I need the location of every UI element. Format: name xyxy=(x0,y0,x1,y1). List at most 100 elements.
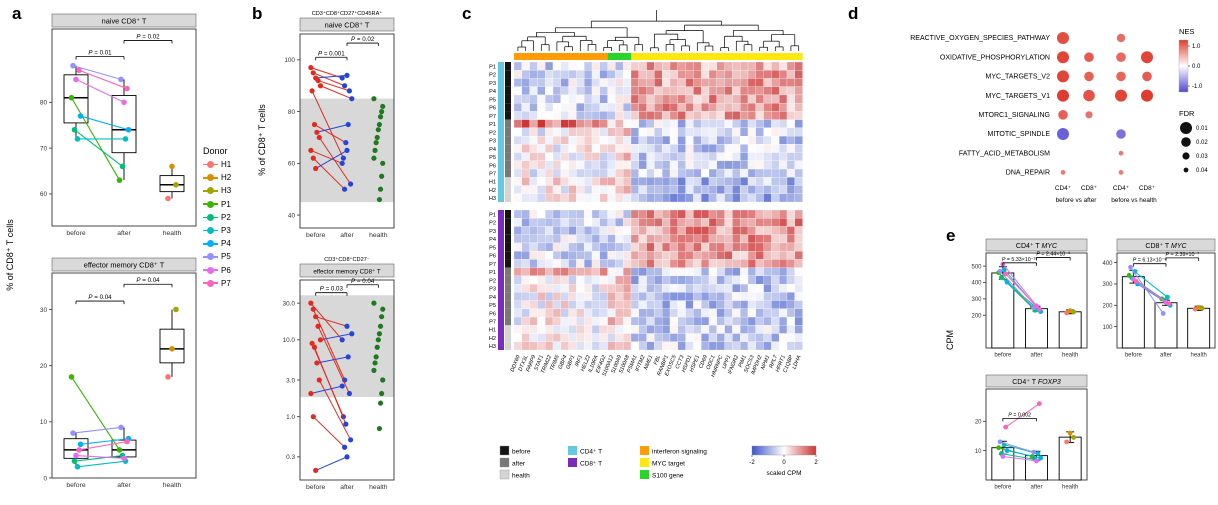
donor-legend-item-P2: P2 xyxy=(203,211,231,224)
svg-text:0.0: 0.0 xyxy=(1192,64,1201,70)
svg-text:P2: P2 xyxy=(489,221,496,227)
svg-text:P7: P7 xyxy=(489,171,496,177)
svg-text:CD4⁺: CD4⁺ xyxy=(1113,185,1129,192)
panel-label-c: c xyxy=(462,4,472,23)
svg-text:health: health xyxy=(163,482,182,489)
svg-text:naive CD8⁺ T: naive CD8⁺ T xyxy=(102,17,147,26)
svg-text:RPL7: RPL7 xyxy=(769,354,780,370)
svg-text:0: 0 xyxy=(782,460,786,466)
svg-text:-2: -2 xyxy=(749,460,755,466)
svg-text:10.0: 10.0 xyxy=(283,337,296,344)
svg-text:effector memory CD8⁺ T: effector memory CD8⁺ T xyxy=(313,269,381,276)
svg-text:20: 20 xyxy=(40,363,48,370)
svg-text:80: 80 xyxy=(288,109,296,116)
panel-label-a: a xyxy=(12,4,22,23)
svg-text:CD4⁺ T FOXP3: CD4⁺ T FOXP3 xyxy=(1012,378,1061,386)
svg-text:H2: H2 xyxy=(489,336,496,342)
svg-text:OXIDATIVE_PHOSPHORYLATION: OXIDATIVE_PHOSPHORYLATION xyxy=(940,54,1050,61)
chart-expression-heatmap: P1 P2 P3 P4 P5 P6 P7 P1 P2 P3 P4 P5 P6 P7 H1 H2 H3 P1 P2 P3… xyxy=(489,10,818,480)
svg-text:P = 0.03: P = 0.03 xyxy=(320,286,344,293)
svg-text:REACTIVE_OXYGEN_SPECIES_PATHWA: REACTIVE_OXYGEN_SPECIES_PATHWAY xyxy=(910,35,1050,42)
svg-text:60: 60 xyxy=(288,161,296,168)
svg-text:MTORC1_SIGNALING: MTORC1_SIGNALING xyxy=(979,112,1050,119)
donor-legend-item-P5: P5 xyxy=(203,250,231,263)
svg-text:200: 200 xyxy=(971,313,982,319)
svg-text:P = 0.04: P = 0.04 xyxy=(88,294,112,301)
svg-text:0.03: 0.03 xyxy=(1196,154,1208,160)
svg-text:P5: P5 xyxy=(489,155,496,161)
svg-text:before: before xyxy=(66,230,85,237)
svg-text:MYC_TARGETS_V2: MYC_TARGETS_V2 xyxy=(986,74,1051,81)
svg-text:health: health xyxy=(369,232,388,239)
svg-text:P4: P4 xyxy=(489,89,496,95)
svg-text:CD8⁺: CD8⁺ xyxy=(1081,185,1097,192)
svg-text:400: 400 xyxy=(1102,261,1113,267)
svg-text:after: after xyxy=(1030,353,1042,359)
donor-legend: Donor H1 H2 H3 P1 P2 P3 P4 P5 P6 P7 xyxy=(203,146,231,290)
svg-text:before vs health: before vs health xyxy=(1111,197,1157,204)
donor-legend-item-P1: P1 xyxy=(203,198,231,211)
svg-text:FBL: FBL xyxy=(653,355,662,366)
svg-text:CD69: CD69 xyxy=(698,355,709,370)
svg-text:500: 500 xyxy=(971,264,982,270)
svg-text:health: health xyxy=(163,230,182,237)
svg-text:MYC_TARGETS_V1: MYC_TARGETS_V1 xyxy=(986,93,1051,100)
svg-text:DTX3L: DTX3L xyxy=(518,355,530,373)
svg-text:before: before xyxy=(306,484,325,491)
svg-text:before: before xyxy=(512,449,531,456)
svg-text:FATTY_ACID_METABOLISM: FATTY_ACID_METABOLISM xyxy=(959,150,1050,157)
svg-text:P3: P3 xyxy=(489,139,496,145)
svg-text:NES: NES xyxy=(1179,27,1194,36)
svg-text:100: 100 xyxy=(284,57,295,64)
svg-text:0.01: 0.01 xyxy=(1196,126,1208,132)
svg-text:PIM1: PIM1 xyxy=(738,355,748,369)
svg-text:H2: H2 xyxy=(489,188,496,194)
svg-text:P = 0.02: P = 0.02 xyxy=(136,33,160,40)
svg-text:P2: P2 xyxy=(489,130,496,136)
svg-text:UPP1: UPP1 xyxy=(722,355,733,370)
svg-text:scaled CPM: scaled CPM xyxy=(766,470,801,477)
svg-text:after: after xyxy=(1030,485,1042,491)
svg-text:CD8⁺: CD8⁺ xyxy=(1139,185,1155,192)
svg-text:health: health xyxy=(369,484,388,491)
svg-text:10: 10 xyxy=(975,449,982,455)
panel-label-b: b xyxy=(252,4,263,23)
chart-cd4-foxp3-bar: CD4⁺ T FOXP3 10 20 P = 0.002 before after heal… xyxy=(975,374,1088,491)
svg-text:after: after xyxy=(1160,353,1172,359)
svg-text:400: 400 xyxy=(971,281,982,287)
svg-text:before: before xyxy=(306,232,325,239)
svg-text:after: after xyxy=(512,461,526,468)
chart-naive-cd8-flow: CD3⁺CD8⁺CD27⁺CD45RA⁺ naive CD8⁺ T 40 60 80 10… xyxy=(284,10,395,239)
svg-text:100: 100 xyxy=(1102,325,1113,331)
svg-text:MITOTIC_SPINDLE: MITOTIC_SPINDLE xyxy=(988,131,1051,138)
svg-text:P2: P2 xyxy=(489,278,496,284)
svg-text:P = 6.13×10⁻⁶: P = 6.13×10⁻⁶ xyxy=(1133,258,1167,264)
svg-text:HELZ2: HELZ2 xyxy=(580,355,592,373)
svg-text:after: after xyxy=(340,232,354,239)
chart-cd4-myc-bar: CD4⁺ T MYC 200 300 400 500 P = 5.33×10⁻¹⁵P = … xyxy=(971,238,1088,359)
svg-text:-1.0: -1.0 xyxy=(1192,84,1203,90)
svg-text:P = 0.02: P = 0.02 xyxy=(351,36,375,43)
svg-text:FDR: FDR xyxy=(1179,109,1195,118)
svg-text:CCT3: CCT3 xyxy=(675,355,686,370)
svg-text:before: before xyxy=(66,482,85,489)
svg-text:P3: P3 xyxy=(489,229,496,235)
svg-text:0.3: 0.3 xyxy=(286,454,295,461)
svg-text:2: 2 xyxy=(814,460,818,466)
svg-text:P1: P1 xyxy=(489,270,496,276)
svg-text:P1: P1 xyxy=(489,122,496,128)
svg-text:P3: P3 xyxy=(489,81,496,87)
svg-text:P6: P6 xyxy=(489,163,496,169)
svg-text:TRIM5: TRIM5 xyxy=(549,354,561,372)
svg-text:before vs after: before vs after xyxy=(1056,197,1098,204)
svg-text:P = 0.001: P = 0.001 xyxy=(318,50,345,57)
svg-text:70: 70 xyxy=(40,145,48,152)
svg-text:interferon signaling: interferon signaling xyxy=(652,449,707,456)
svg-text:before: before xyxy=(994,485,1012,491)
donor-legend-item-H2: H2 xyxy=(203,171,231,184)
svg-text:health: health xyxy=(512,473,530,480)
svg-text:300: 300 xyxy=(1102,282,1113,288)
svg-text:after: after xyxy=(117,482,131,489)
donor-legend-title: Donor xyxy=(203,146,228,156)
